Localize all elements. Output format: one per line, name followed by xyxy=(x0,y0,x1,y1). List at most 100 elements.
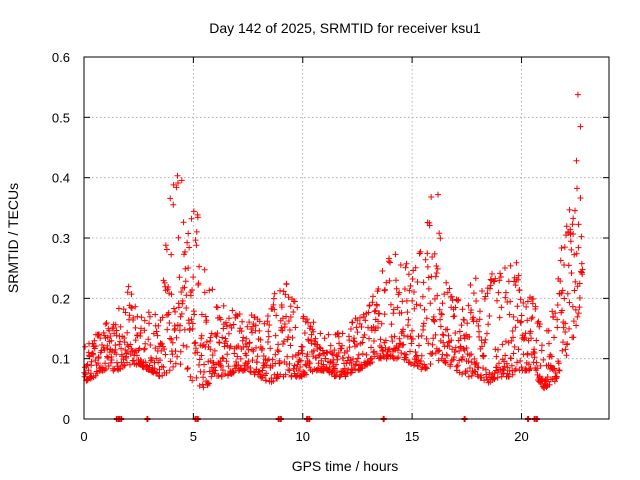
data-point xyxy=(551,334,558,341)
data-point xyxy=(153,328,160,335)
data-point xyxy=(289,334,296,341)
data-point xyxy=(182,265,189,272)
data-point xyxy=(328,350,335,357)
data-point xyxy=(304,351,311,358)
data-point xyxy=(352,361,359,368)
data-point xyxy=(493,353,500,360)
data-point xyxy=(152,311,159,318)
data-point xyxy=(180,342,187,349)
data-point xyxy=(256,327,263,334)
data-point xyxy=(574,91,581,98)
data-point xyxy=(511,343,518,350)
data-point xyxy=(270,295,277,302)
data-point xyxy=(225,363,232,370)
data-point xyxy=(272,351,279,358)
x-tick-label: 10 xyxy=(296,429,310,444)
data-point xyxy=(286,367,293,374)
data-point xyxy=(402,264,409,271)
data-point xyxy=(219,334,226,341)
data-point xyxy=(390,306,397,313)
data-point xyxy=(189,320,196,327)
data-point xyxy=(428,194,435,201)
data-point xyxy=(403,260,410,267)
data-point xyxy=(322,355,329,362)
data-point xyxy=(403,297,410,304)
data-point xyxy=(349,319,356,326)
data-point xyxy=(215,372,222,379)
data-point xyxy=(219,367,226,374)
data-point xyxy=(302,361,309,368)
x-tick-label: 20 xyxy=(514,429,528,444)
data-point xyxy=(225,330,232,337)
data-point xyxy=(444,289,451,296)
data-point xyxy=(526,366,533,373)
data-point xyxy=(358,323,365,330)
data-point xyxy=(553,373,560,380)
data-point xyxy=(356,314,363,321)
data-point xyxy=(374,302,381,309)
data-point xyxy=(283,281,290,288)
data-point xyxy=(120,306,127,313)
data-point xyxy=(417,248,424,255)
data-point xyxy=(447,361,454,368)
data-point xyxy=(287,303,294,310)
data-point xyxy=(362,317,369,324)
data-point xyxy=(446,343,453,350)
data-point xyxy=(499,341,506,348)
data-point xyxy=(464,320,471,327)
data-point xyxy=(420,320,427,327)
y-tick-label: 0.6 xyxy=(52,50,70,65)
data-point xyxy=(413,301,420,308)
data-point xyxy=(130,314,137,321)
data-point xyxy=(545,327,552,334)
data-point xyxy=(163,369,170,376)
data-point xyxy=(448,293,455,300)
data-point xyxy=(184,239,191,246)
data-point xyxy=(258,374,265,381)
data-point xyxy=(220,302,227,309)
data-point xyxy=(515,346,522,353)
data-point xyxy=(104,334,111,341)
data-point xyxy=(333,361,340,368)
data-point xyxy=(565,262,572,269)
data-point xyxy=(472,368,479,375)
data-point xyxy=(381,287,388,294)
data-point xyxy=(429,341,436,348)
data-point xyxy=(194,214,201,221)
data-point xyxy=(145,309,152,316)
data-point xyxy=(331,365,338,372)
data-point xyxy=(494,374,501,381)
data-point xyxy=(478,343,485,350)
data-point xyxy=(517,357,524,364)
data-point xyxy=(124,289,131,296)
data-point xyxy=(277,287,284,294)
data-point xyxy=(415,357,422,364)
data-point xyxy=(213,333,220,340)
data-point xyxy=(278,304,285,311)
data-point xyxy=(263,362,270,369)
data-point xyxy=(122,309,129,316)
data-point xyxy=(95,360,102,367)
data-point xyxy=(245,358,252,365)
data-point xyxy=(351,338,358,345)
data-point xyxy=(199,342,206,349)
data-point xyxy=(383,279,390,286)
data-point xyxy=(425,274,432,281)
data-point xyxy=(557,257,564,264)
data-point xyxy=(262,377,269,384)
data-point xyxy=(529,314,536,321)
data-point xyxy=(421,306,428,313)
data-point xyxy=(227,322,234,329)
data-point xyxy=(404,333,411,340)
data-point xyxy=(118,345,125,352)
data-point xyxy=(353,358,360,365)
data-point xyxy=(175,180,182,187)
data-point xyxy=(524,317,531,324)
data-point xyxy=(557,278,564,285)
data-point xyxy=(572,278,579,285)
data-point xyxy=(198,332,205,339)
data-point xyxy=(315,352,322,359)
data-point xyxy=(359,339,366,346)
data-point xyxy=(411,305,418,312)
